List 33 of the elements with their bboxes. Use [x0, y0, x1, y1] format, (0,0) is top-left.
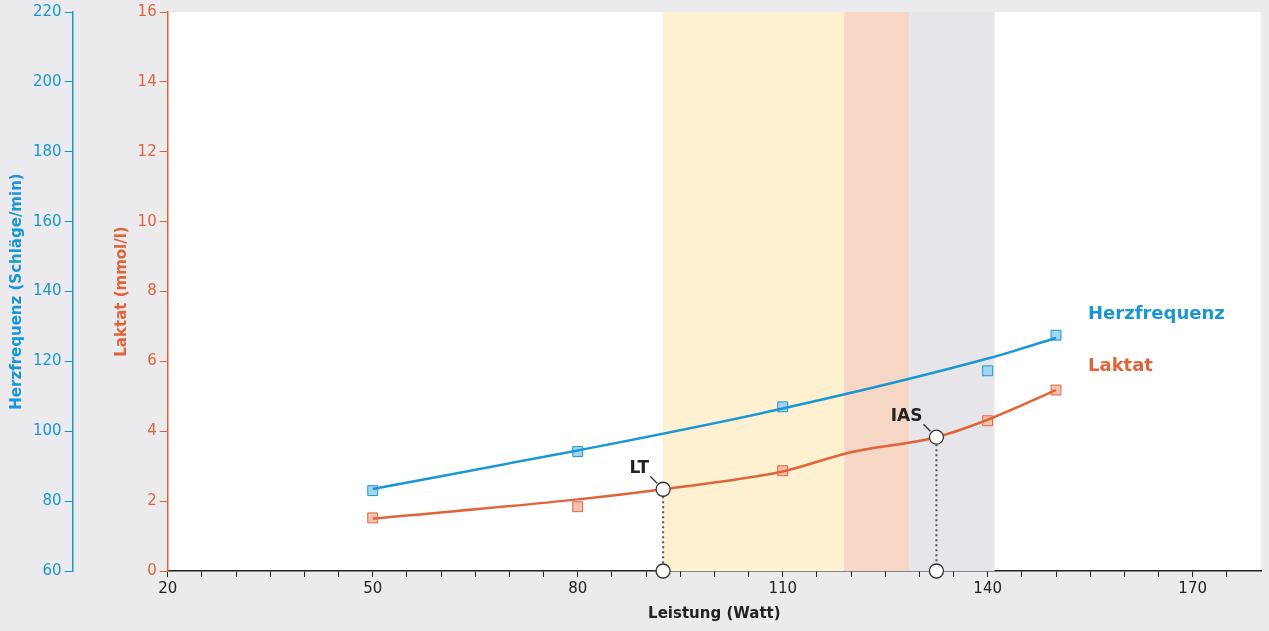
y-tick-label: 12 [137, 141, 157, 160]
y-tick-label: 14 [137, 71, 157, 90]
y-tick-label: 10 [137, 211, 157, 230]
x-tick-label: 50 [363, 578, 383, 597]
y2-tick-label: 120 [32, 351, 62, 370]
y-tick-label: 2 [147, 491, 157, 510]
y-tick-label: 6 [147, 351, 157, 370]
y2-tick-label: 100 [32, 421, 62, 440]
x-tick-label: 110 [768, 578, 798, 597]
series-label: Laktat [1088, 353, 1154, 375]
y2-tick-label: 200 [32, 71, 62, 90]
y2-tick-label: 60 [42, 560, 62, 579]
annotation: IAS [890, 405, 923, 426]
y-axis-title: Laktat (mmol/l) [111, 226, 130, 357]
x-tick-label: 80 [568, 578, 588, 597]
y2-tick-label: 80 [42, 491, 62, 510]
series-label: Herzfrequenz [1088, 301, 1225, 323]
x-tick-label: 170 [1178, 578, 1207, 597]
y2-axis-title: Herzfrequenz (Schläge/min) [6, 173, 25, 410]
y-tick-label: 16 [137, 1, 157, 20]
y-tick-label: 4 [147, 421, 157, 440]
y-tick-label: 8 [147, 281, 157, 300]
annotation: LT [629, 457, 650, 478]
point [982, 365, 994, 377]
y2-tick-label: 140 [32, 281, 62, 300]
x-axis-title: Leistung (Watt) [648, 603, 781, 622]
y2-tick-label: 160 [32, 211, 62, 230]
y2-tick-label: 180 [32, 141, 62, 160]
x-tick-label: 20 [158, 578, 178, 597]
x-tick-label: 140 [973, 578, 1002, 597]
y-tick-label: 0 [147, 560, 157, 579]
point [572, 501, 584, 513]
y2-tick-label: 220 [32, 1, 62, 20]
